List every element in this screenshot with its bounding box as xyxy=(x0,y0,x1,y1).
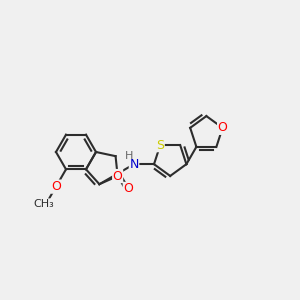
Text: O: O xyxy=(123,182,133,195)
Text: CH₃: CH₃ xyxy=(34,199,54,209)
Text: H: H xyxy=(125,151,133,161)
Text: O: O xyxy=(113,169,123,182)
Text: O: O xyxy=(218,121,227,134)
Text: O: O xyxy=(51,180,61,193)
Text: S: S xyxy=(156,139,164,152)
Text: N: N xyxy=(129,158,139,171)
